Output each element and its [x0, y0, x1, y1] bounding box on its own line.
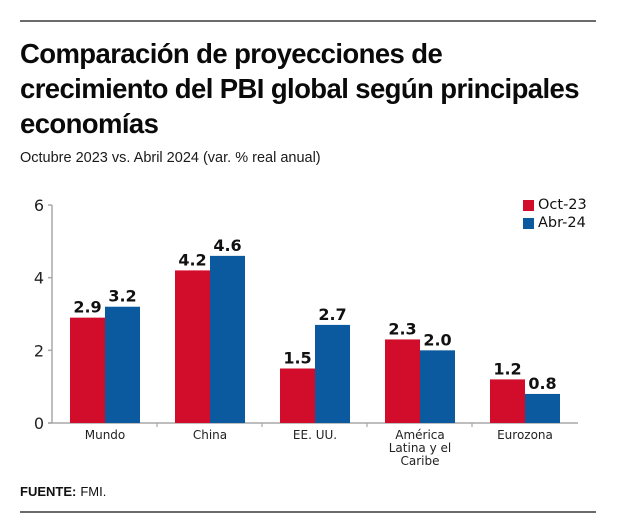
- bar-value-label: 1.2: [493, 359, 521, 378]
- chart-title: Comparación de proyecciones de crecimien…: [20, 38, 579, 139]
- bar-abr24: [315, 324, 350, 423]
- y-tick-label: 6: [34, 196, 44, 215]
- x-tick-label: EE. UU.: [293, 428, 337, 442]
- bar-abr24: [525, 393, 560, 423]
- x-tick-label: Caribe: [401, 454, 440, 468]
- bar-oct23: [70, 317, 105, 423]
- bar-chart: 0 2 4 6 2.9 3.2 Mundo 4.2 4.6 China 1.5 2.7 EE. UU.…: [34, 196, 578, 468]
- x-tick-label: Mundo: [85, 428, 126, 442]
- bar-value-label: 4.2: [178, 250, 206, 269]
- bar-abr24: [210, 255, 245, 423]
- bar-value-label: 2.3: [388, 319, 416, 338]
- source-value: FMI.: [80, 484, 107, 499]
- legend-swatch-oct23: [523, 199, 534, 211]
- y-tick-label: 4: [34, 269, 44, 288]
- chart-subtitle: Octubre 2023 vs. Abril 2024 (var. % real…: [20, 150, 321, 166]
- bar-abr24: [105, 306, 140, 423]
- bar-oct23: [175, 270, 210, 423]
- bar-value-label: 0.8: [528, 374, 556, 393]
- bar-value-label: 4.6: [213, 236, 241, 255]
- legend-label-oct23: Oct-23: [538, 197, 587, 213]
- labels: 2.9 3.2 Mundo 4.2 4.6 China 1.5 2.7 EE. UU. 2.3 2.…: [73, 236, 556, 468]
- bars: [70, 255, 560, 423]
- y-tick-label: 2: [34, 341, 44, 360]
- legend: Oct-23 Abr-24: [523, 196, 587, 232]
- bar-oct23: [490, 379, 525, 423]
- bottom-rule: [20, 511, 596, 513]
- legend-label-abr24: Abr-24: [538, 215, 586, 231]
- legend-item-abr24: Abr-24: [523, 214, 587, 232]
- source-label: FUENTE:: [20, 484, 77, 499]
- x-tick-label: China: [193, 428, 227, 442]
- bar-value-label: 1.5: [283, 349, 311, 368]
- source-note: FUENTE: FMI.: [20, 484, 106, 499]
- legend-swatch-abr24: [523, 217, 534, 229]
- bar-value-label: 2.0: [423, 330, 451, 349]
- x-tick-label: Latina y el: [389, 441, 451, 455]
- top-rule: [20, 20, 596, 22]
- bar-abr24: [420, 350, 455, 423]
- bar-oct23: [385, 339, 420, 423]
- x-tick-label: América: [395, 428, 445, 442]
- legend-item-oct23: Oct-23: [523, 196, 587, 214]
- x-tick-label: Eurozona: [497, 428, 553, 442]
- bar-value-label: 2.7: [318, 305, 346, 324]
- bar-value-label: 2.9: [73, 298, 101, 317]
- bar-value-label: 3.2: [108, 287, 136, 306]
- bar-oct23: [280, 368, 315, 423]
- y-tick-label: 0: [34, 414, 44, 433]
